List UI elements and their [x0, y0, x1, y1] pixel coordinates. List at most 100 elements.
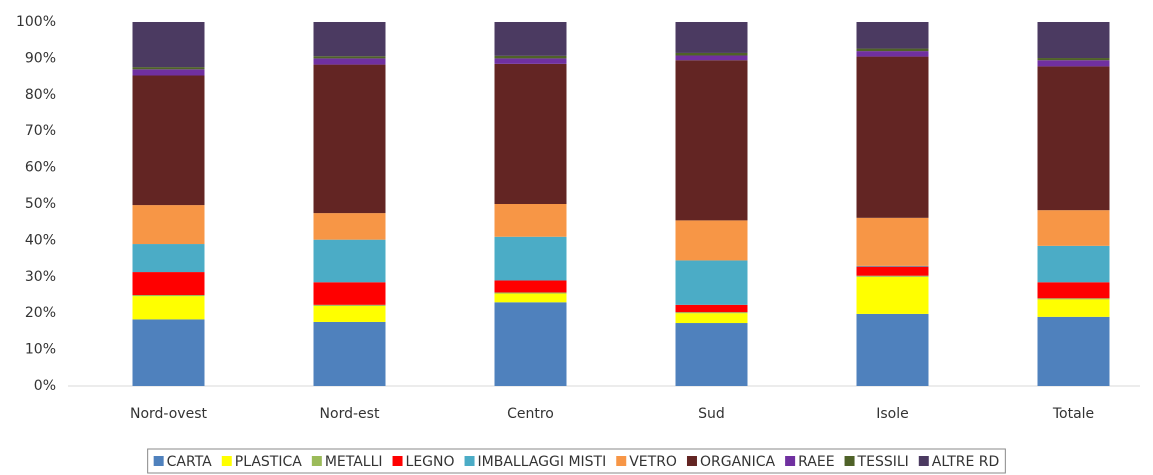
bar-segment — [313, 305, 386, 322]
y-tick-label: 30% — [25, 269, 56, 285]
bar-segment — [856, 48, 929, 52]
legend-label: METALLI — [325, 454, 383, 470]
bar-segment — [494, 292, 567, 294]
bar-segment — [1037, 299, 1110, 317]
x-tick-label: Centro — [507, 406, 554, 422]
bar-segment — [132, 319, 205, 386]
bar-segment — [675, 55, 748, 61]
bar-segment — [856, 217, 929, 266]
bar-segment — [494, 293, 567, 303]
legend-label: PLASTICA — [235, 454, 302, 470]
bar-segment — [856, 275, 929, 277]
y-tick-label: 90% — [25, 50, 56, 66]
bar-segment — [132, 295, 205, 297]
bar-segment — [675, 220, 748, 261]
y-tick-label: 40% — [25, 232, 56, 248]
x-tick-label: Nord-est — [320, 406, 380, 422]
bar-segment — [1037, 66, 1110, 211]
y-tick-label: 60% — [25, 160, 56, 176]
legend-swatch — [686, 456, 697, 466]
bar-segment — [313, 213, 386, 240]
legend-label: ORGANICA — [700, 454, 776, 470]
x-tick-label: Sud — [698, 406, 725, 422]
bar-segment — [675, 22, 748, 53]
bar-segment — [313, 239, 386, 283]
y-tick-label: 70% — [25, 123, 56, 139]
y-tick-label: 50% — [25, 196, 56, 212]
bar-segment — [1037, 22, 1110, 59]
bar-segment — [675, 313, 748, 324]
legend-label: IMBALLAGGI MISTI — [478, 454, 607, 470]
bar-segment — [494, 236, 567, 281]
bar-segment — [1037, 58, 1110, 61]
x-tick-label: Isole — [876, 406, 909, 422]
bar-segment — [494, 22, 567, 56]
bar-segment — [675, 304, 748, 313]
legend-box — [147, 448, 1006, 474]
bar-segment — [675, 323, 748, 386]
bar-segment — [132, 205, 205, 245]
legend-swatch — [392, 456, 403, 466]
bar-segment — [494, 55, 567, 59]
bar-segment — [313, 64, 386, 214]
bar-segment — [856, 266, 929, 276]
y-tick-label: 80% — [25, 87, 56, 103]
bar-segment — [856, 22, 929, 49]
y-tick-label: 10% — [25, 342, 56, 358]
legend-label: LEGNO — [406, 454, 455, 470]
bar-segment — [132, 296, 205, 320]
legend-label: VETRO — [629, 454, 677, 470]
bar-segment — [675, 260, 748, 305]
bar-segment — [856, 56, 929, 218]
bar-segment — [132, 69, 205, 76]
bar-segment — [132, 75, 205, 206]
bar-segment — [313, 22, 386, 57]
bar-segment — [856, 313, 929, 386]
legend-label: TESSILI — [857, 454, 909, 470]
legend-swatch — [785, 456, 796, 466]
legend-label: RAEE — [798, 454, 834, 470]
bar-segment — [313, 58, 386, 65]
x-tick-label: Nord-ovest — [130, 406, 208, 422]
legend-swatch — [918, 456, 929, 466]
bar-segment — [675, 52, 748, 56]
bar-segment — [1037, 316, 1110, 386]
bar-segment — [494, 302, 567, 386]
bar-segment — [856, 51, 929, 57]
bar-segment — [1037, 210, 1110, 246]
bar-segment — [1037, 60, 1110, 67]
bar-segment — [132, 67, 205, 70]
bar-segment — [494, 63, 567, 204]
bar-segment — [494, 58, 567, 64]
bar-segment — [313, 282, 386, 305]
bar-segment — [856, 265, 929, 267]
legend-swatch — [221, 456, 232, 466]
bar-segment — [494, 280, 567, 293]
bar-segment — [132, 244, 205, 273]
bar-segment — [1037, 298, 1110, 300]
legend-swatch — [616, 456, 627, 466]
y-tick-label: 0% — [34, 378, 56, 394]
legend-swatch — [844, 456, 855, 466]
bar-segment — [675, 60, 748, 221]
bar-segment — [132, 272, 205, 295]
y-tick-label: 100% — [16, 14, 56, 30]
y-tick-label: 20% — [25, 305, 56, 321]
bar-segment — [132, 22, 205, 68]
bar-segment — [494, 204, 567, 237]
bar-segment — [1037, 245, 1110, 283]
bar-segment — [675, 312, 748, 314]
x-tick-label: Totale — [1052, 406, 1094, 422]
bar-segment — [856, 276, 929, 314]
legend-label: ALTRE RD — [932, 454, 1000, 470]
bar-segment — [1037, 282, 1110, 299]
bar-segment — [313, 304, 386, 306]
legend-label: CARTA — [167, 454, 213, 470]
legend-swatch — [153, 456, 164, 466]
legend: CARTA PLASTICA METALLI LEGNO IMBALLAGGI MIST… — [147, 448, 1006, 474]
legend-swatch — [464, 456, 475, 466]
bar-segment — [313, 321, 386, 386]
legend-swatch — [311, 456, 322, 466]
bar-segment — [313, 56, 386, 59]
